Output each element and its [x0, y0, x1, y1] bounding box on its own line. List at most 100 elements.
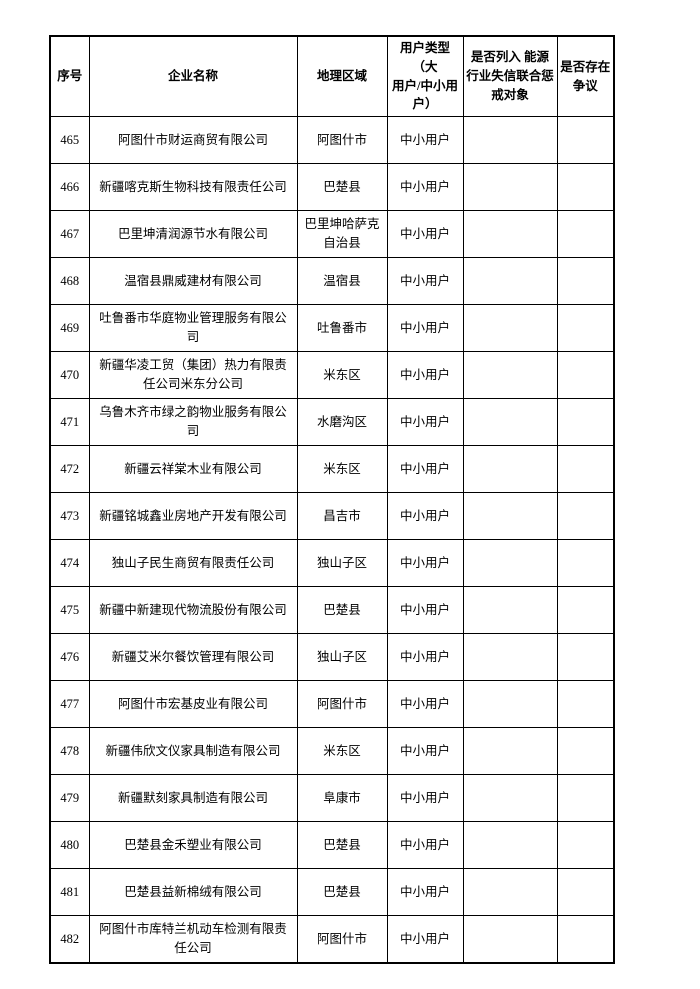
- cell-dispute: [556, 257, 615, 305]
- cell-user-type: 中小用户: [386, 727, 464, 775]
- cell-user-type: 中小用户: [386, 492, 464, 540]
- cell-dishonesty: [462, 539, 558, 587]
- cell-dispute: [556, 727, 615, 775]
- cell-dishonesty: [462, 445, 558, 493]
- cell-seq: 469: [49, 304, 90, 352]
- cell-seq: 468: [49, 257, 90, 305]
- cell-dishonesty: [462, 116, 558, 164]
- cell-user-type: 中小用户: [386, 821, 464, 869]
- cell-dispute: [556, 868, 615, 916]
- cell-user-type: 中小用户: [386, 351, 464, 399]
- cell-region: 温宿县: [296, 257, 388, 305]
- cell-dispute: [556, 774, 615, 822]
- cell-region: 阜康市: [296, 774, 388, 822]
- cell-seq: 471: [49, 398, 90, 446]
- cell-region: 巴楚县: [296, 821, 388, 869]
- cell-region: 阿图什市: [296, 116, 388, 164]
- cell-user-type: 中小用户: [386, 210, 464, 258]
- table-row: 467 巴里坤清润源节水有限公司 巴里坤哈萨克 自治县 中小用户: [49, 210, 615, 258]
- cell-company-name: 阿图什市宏基皮业有限公司: [88, 680, 298, 728]
- col-header-dispute: 是否存在 争议: [556, 35, 615, 117]
- cell-user-type: 中小用户: [386, 774, 464, 822]
- cell-seq: 470: [49, 351, 90, 399]
- table-row: 470 新疆华凌工贸（集团）热力有限责 任公司米东分公司 米东区 中小用户: [49, 351, 615, 399]
- cell-region: 阿图什市: [296, 915, 388, 964]
- table-row: 471 乌鲁木齐市绿之韵物业服务有限公 司 水磨沟区 中小用户: [49, 398, 615, 446]
- table-row: 472 新疆云祥棠木业有限公司 米东区 中小用户: [49, 445, 615, 493]
- cell-dispute: [556, 539, 615, 587]
- cell-company-name: 乌鲁木齐市绿之韵物业服务有限公 司: [88, 398, 298, 446]
- cell-user-type: 中小用户: [386, 586, 464, 634]
- cell-seq: 482: [49, 915, 90, 964]
- cell-seq: 472: [49, 445, 90, 493]
- cell-dishonesty: [462, 351, 558, 399]
- cell-seq: 466: [49, 163, 90, 211]
- cell-user-type: 中小用户: [386, 304, 464, 352]
- cell-dishonesty: [462, 492, 558, 540]
- cell-dispute: [556, 445, 615, 493]
- cell-company-name: 阿图什市库特兰机动车检测有限责 任公司: [88, 915, 298, 964]
- cell-company-name: 温宿县鼎威建材有限公司: [88, 257, 298, 305]
- cell-seq: 475: [49, 586, 90, 634]
- cell-company-name: 新疆铭城鑫业房地产开发有限公司: [88, 492, 298, 540]
- cell-dishonesty: [462, 868, 558, 916]
- table-row: 476 新疆艾米尔餐饮管理有限公司 独山子区 中小用户: [49, 633, 615, 681]
- cell-dispute: [556, 210, 615, 258]
- header-row: 序号 企业名称 地理区域 用户类型（大 用户/中小用 户） 是否列入 能源 行业…: [49, 35, 615, 117]
- cell-dispute: [556, 680, 615, 728]
- cell-dispute: [556, 351, 615, 399]
- cell-company-name: 新疆华凌工贸（集团）热力有限责 任公司米东分公司: [88, 351, 298, 399]
- cell-user-type: 中小用户: [386, 257, 464, 305]
- cell-dispute: [556, 163, 615, 211]
- cell-dishonesty: [462, 821, 558, 869]
- table-row: 468 温宿县鼎威建材有限公司 温宿县 中小用户: [49, 257, 615, 305]
- cell-company-name: 巴楚县金禾塑业有限公司: [88, 821, 298, 869]
- cell-dishonesty: [462, 586, 558, 634]
- col-header-seq: 序号: [49, 35, 90, 117]
- cell-region: 阿图什市: [296, 680, 388, 728]
- table-row: 478 新疆伟欣文仪家具制造有限公司 米东区 中小用户: [49, 727, 615, 775]
- table-row: 474 独山子民生商贸有限责任公司 独山子区 中小用户: [49, 539, 615, 587]
- document-page: 序号 企业名称 地理区域 用户类型（大 用户/中小用 户） 是否列入 能源 行业…: [49, 35, 615, 964]
- cell-region: 巴楚县: [296, 586, 388, 634]
- cell-company-name: 独山子民生商贸有限责任公司: [88, 539, 298, 587]
- table-row: 481 巴楚县益新棉绒有限公司 巴楚县 中小用户: [49, 868, 615, 916]
- cell-dispute: [556, 821, 615, 869]
- cell-seq: 465: [49, 116, 90, 164]
- cell-region: 吐鲁番市: [296, 304, 388, 352]
- col-header-region: 地理区域: [296, 35, 388, 117]
- table-row: 469 吐鲁番市华庭物业管理服务有限公 司 吐鲁番市 中小用户: [49, 304, 615, 352]
- cell-seq: 480: [49, 821, 90, 869]
- table-row: 466 新疆喀克斯生物科技有限责任公司 巴楚县 中小用户: [49, 163, 615, 211]
- cell-dishonesty: [462, 633, 558, 681]
- cell-dispute: [556, 304, 615, 352]
- cell-seq: 476: [49, 633, 90, 681]
- cell-user-type: 中小用户: [386, 445, 464, 493]
- cell-dispute: [556, 398, 615, 446]
- cell-user-type: 中小用户: [386, 680, 464, 728]
- cell-user-type: 中小用户: [386, 116, 464, 164]
- cell-seq: 479: [49, 774, 90, 822]
- col-header-dishonesty-list: 是否列入 能源 行业失信联合惩 戒对象: [462, 35, 558, 117]
- cell-user-type: 中小用户: [386, 633, 464, 681]
- cell-dispute: [556, 116, 615, 164]
- cell-dispute: [556, 492, 615, 540]
- table-row: 477 阿图什市宏基皮业有限公司 阿图什市 中小用户: [49, 680, 615, 728]
- cell-company-name: 新疆伟欣文仪家具制造有限公司: [88, 727, 298, 775]
- cell-region: 独山子区: [296, 539, 388, 587]
- cell-region: 昌吉市: [296, 492, 388, 540]
- cell-dishonesty: [462, 727, 558, 775]
- cell-seq: 478: [49, 727, 90, 775]
- cell-seq: 474: [49, 539, 90, 587]
- cell-user-type: 中小用户: [386, 915, 464, 964]
- cell-company-name: 吐鲁番市华庭物业管理服务有限公 司: [88, 304, 298, 352]
- cell-dispute: [556, 915, 615, 964]
- cell-user-type: 中小用户: [386, 163, 464, 211]
- cell-dishonesty: [462, 398, 558, 446]
- cell-seq: 481: [49, 868, 90, 916]
- col-header-user-type: 用户类型（大 用户/中小用 户）: [386, 35, 464, 117]
- cell-company-name: 阿图什市财运商贸有限公司: [88, 116, 298, 164]
- cell-dishonesty: [462, 680, 558, 728]
- cell-dishonesty: [462, 163, 558, 211]
- cell-region: 米东区: [296, 351, 388, 399]
